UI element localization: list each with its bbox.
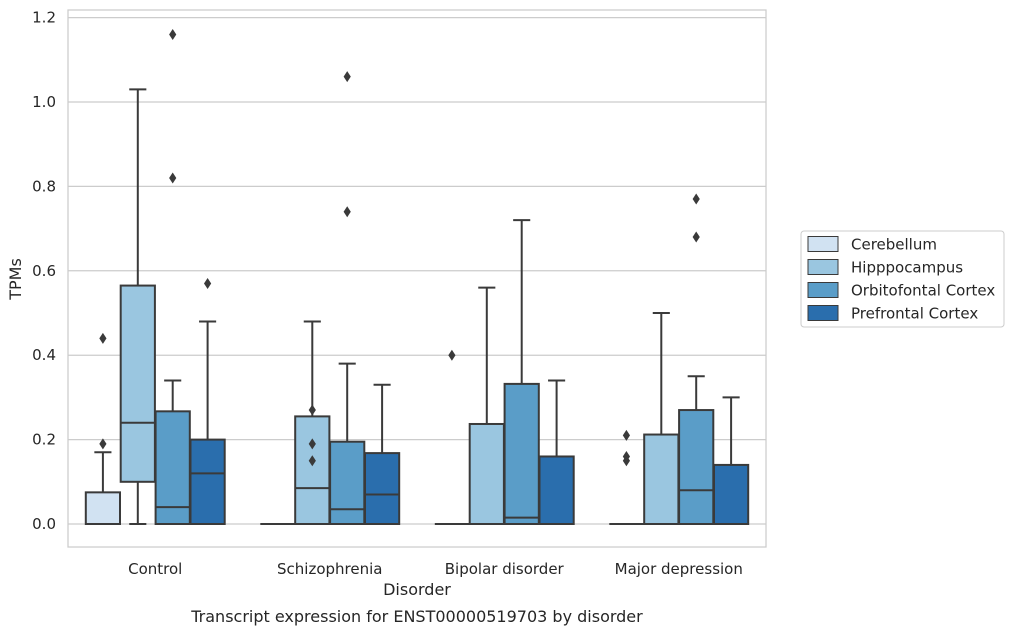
box-body — [503, 382, 540, 525]
box-prefrontal-cortex-major-depression — [712, 396, 750, 526]
outlier-point — [448, 349, 456, 361]
x-tick-label: Bipolar disorder — [445, 560, 565, 578]
box-hipppocampus-schizophrenia — [294, 320, 331, 526]
box-body — [678, 409, 715, 525]
box-prefrontal-cortex-schizophrenia — [363, 383, 401, 526]
box-body — [189, 438, 226, 526]
box-cerebellum-major-depression — [609, 429, 644, 525]
chart-caption: Transcript expression for ENST0000051970… — [190, 607, 643, 626]
outlier-point — [622, 450, 630, 462]
legend-swatch — [807, 259, 839, 275]
y-axis-label: TPMs — [6, 258, 25, 301]
y-tick-label: 0.0 — [32, 515, 56, 533]
outlier-point — [169, 172, 177, 184]
legend-swatch — [807, 236, 839, 252]
box-body — [294, 415, 331, 526]
box-body — [468, 422, 505, 525]
outlier-point — [99, 438, 107, 450]
box-hipppocampus-major-depression — [643, 312, 680, 526]
y-tick-label: 0.6 — [32, 262, 56, 280]
y-tick-label: 1.0 — [32, 93, 56, 111]
outlier-point — [343, 71, 351, 83]
box-prefrontal-cortex-bipolar-disorder — [538, 379, 575, 526]
box-body — [154, 410, 191, 525]
legend-swatch — [807, 305, 839, 321]
x-tick-labels: Control Schizophrenia Bipolar disorder Majo… — [128, 560, 743, 578]
box-prefrontal-cortex-control — [189, 277, 226, 526]
legend: Cerebellum Hipppocampus Orbitofontal Corte… — [800, 230, 1005, 328]
box-body — [329, 440, 366, 525]
y-tick-label: 0.2 — [32, 431, 56, 449]
box-body — [119, 284, 156, 483]
box-body — [84, 491, 122, 526]
box-orbitofontal-cortex-control — [154, 28, 191, 525]
outlier-point — [99, 332, 107, 344]
box-orbitofontal-cortex-bipolar-disorder — [503, 219, 540, 525]
box-orbitofontal-cortex-schizophrenia — [329, 71, 366, 525]
box-body — [643, 433, 680, 526]
x-axis-label: Disorder — [383, 580, 451, 599]
outlier-point — [308, 404, 316, 416]
outlier-point — [308, 455, 316, 467]
box-body — [363, 452, 401, 526]
legend-swatch — [807, 282, 839, 298]
outlier-point — [692, 193, 700, 205]
box-hipppocampus-bipolar-disorder — [468, 286, 505, 525]
outlier-point — [308, 438, 316, 450]
legend-label: Hipppocampus — [851, 259, 963, 277]
outlier-point — [692, 231, 700, 243]
x-tick-label: Control — [128, 560, 182, 578]
box-cerebellum-bipolar-disorder — [434, 349, 470, 525]
outlier-point — [622, 429, 630, 441]
y-tick-label: 0.8 — [32, 177, 56, 195]
legend-label: Prefrontal Cortex — [851, 305, 978, 323]
outlier-point — [204, 277, 212, 289]
outlier-point — [169, 28, 177, 40]
box-cerebellum-control — [84, 332, 122, 526]
outlier-point — [343, 206, 351, 218]
box-hipppocampus-control — [119, 88, 156, 525]
legend-label: Cerebellum — [851, 236, 937, 254]
box-orbitofontal-cortex-major-depression — [678, 193, 715, 525]
y-tick-label: 0.4 — [32, 346, 56, 364]
box-body — [712, 463, 750, 526]
box-plot-marks — [84, 28, 750, 526]
y-tick-labels: 0.0 0.2 0.4 0.6 0.8 1.0 1.2 — [32, 9, 56, 533]
y-tick-label: 1.2 — [32, 9, 56, 27]
x-tick-label: Major depression — [615, 560, 743, 578]
box-body — [538, 455, 575, 526]
legend-frame — [800, 230, 1005, 328]
legend-label: Orbitofontal Cortex — [851, 282, 995, 300]
x-tick-label: Schizophrenia — [277, 560, 382, 578]
plot-frame — [67, 9, 767, 548]
